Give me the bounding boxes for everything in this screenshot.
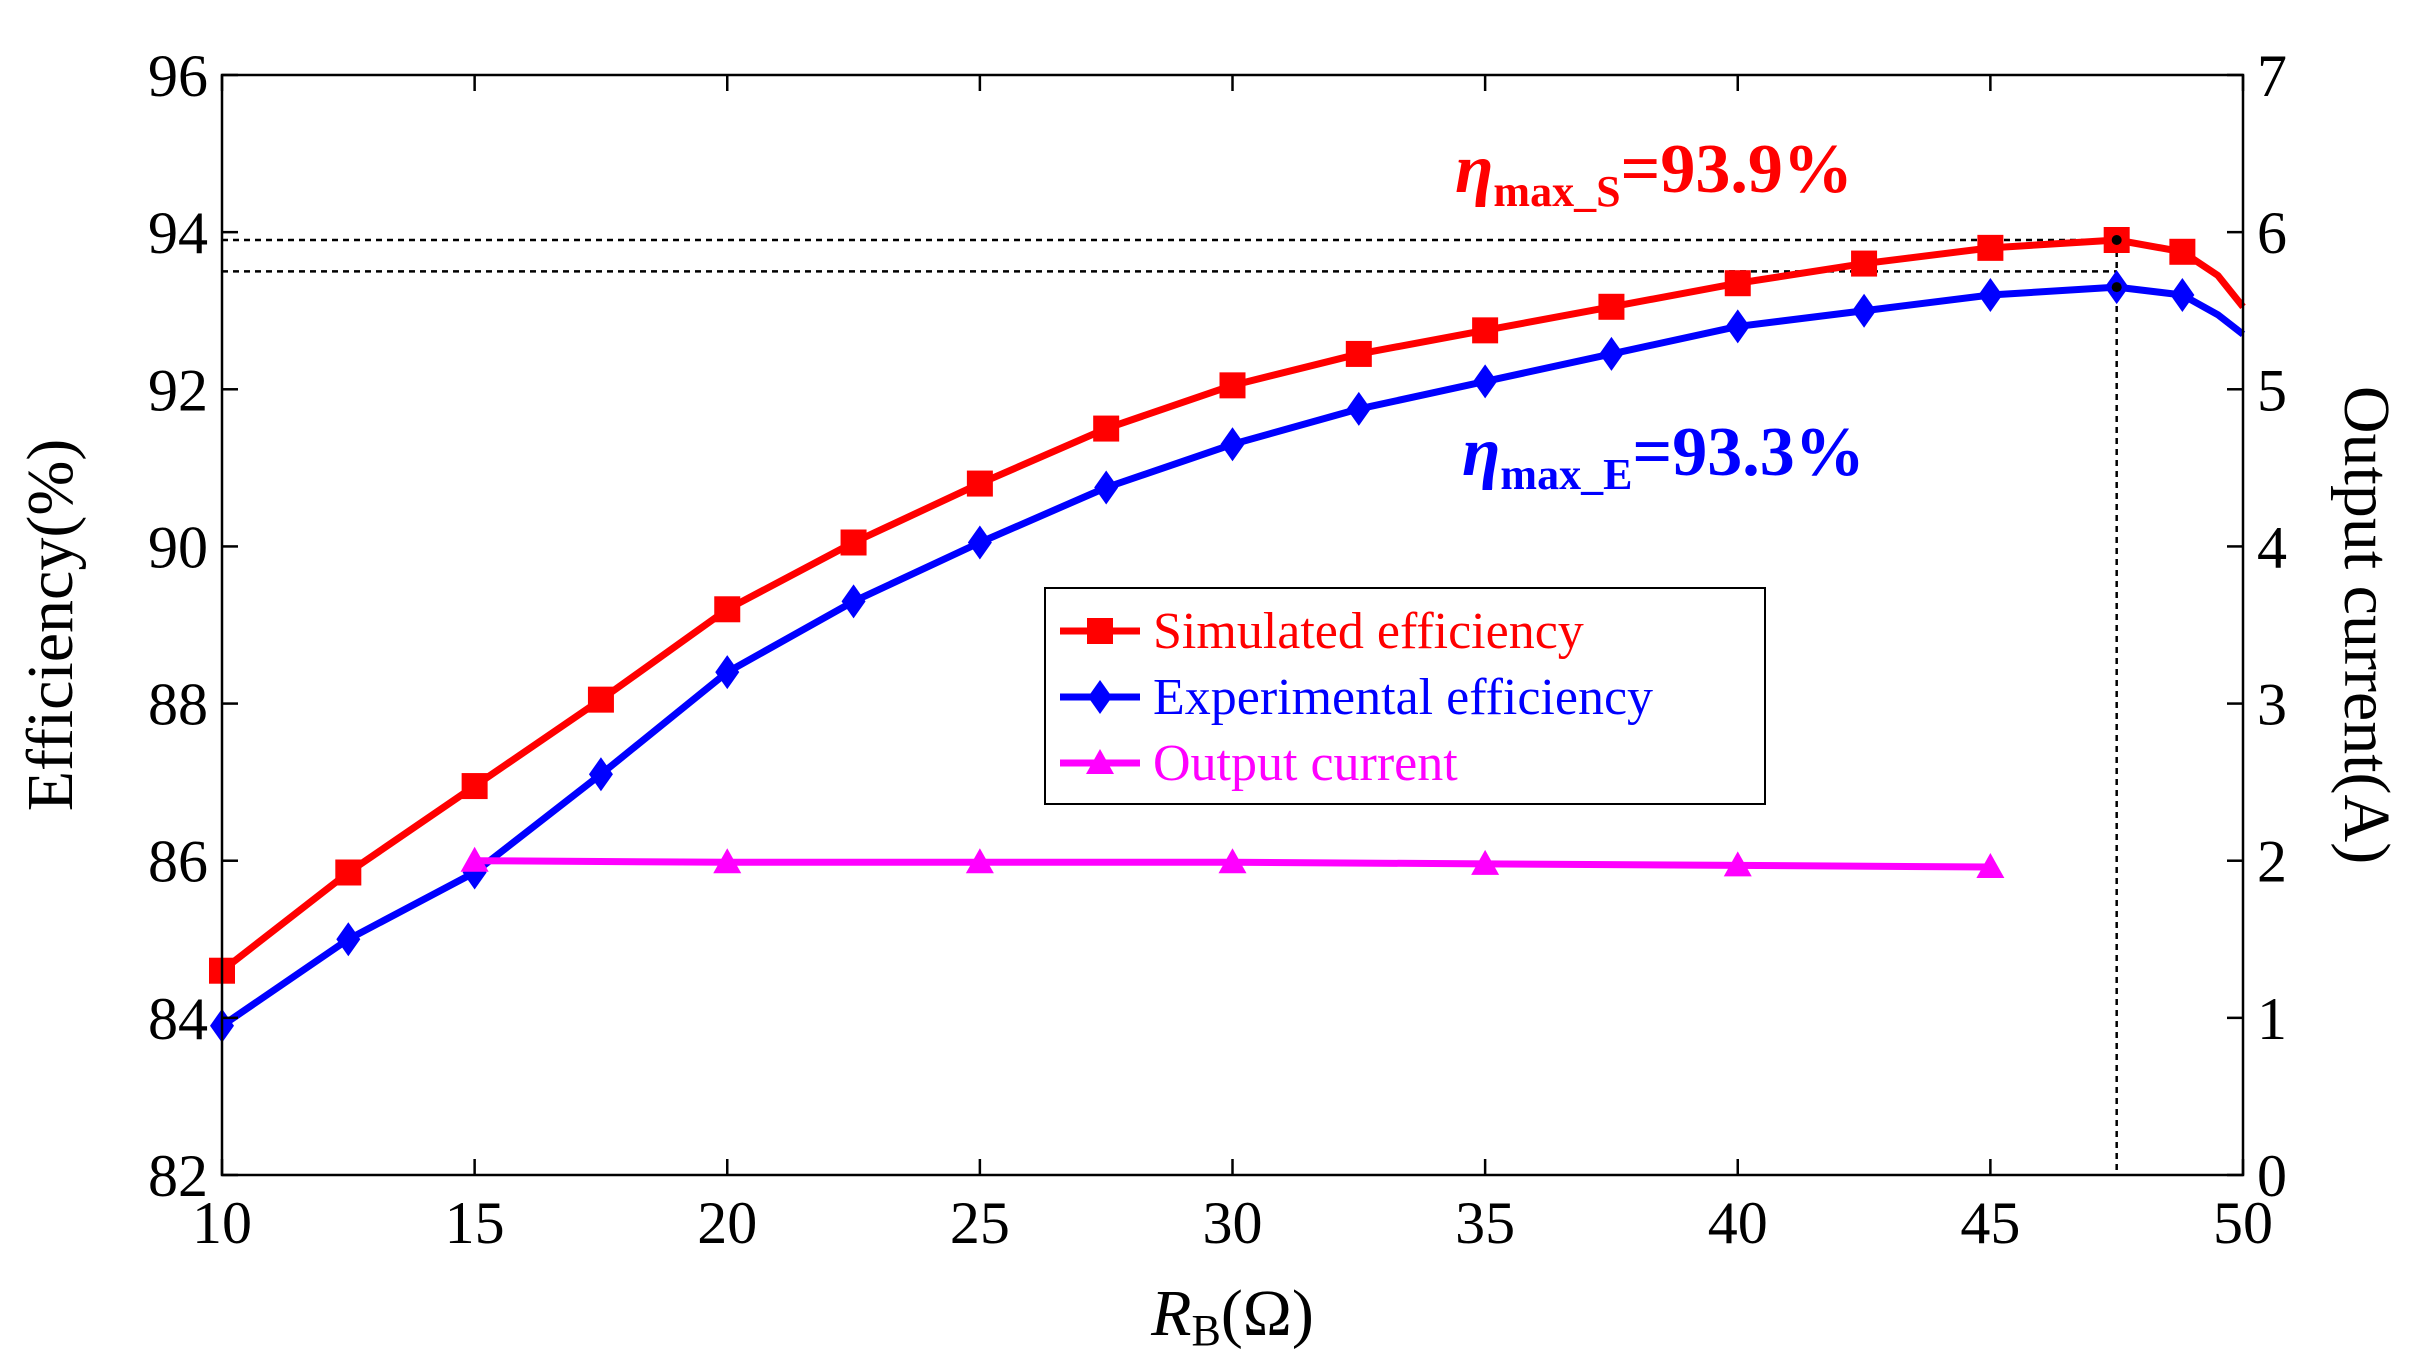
- y-tick-label: 88: [148, 672, 208, 738]
- x-axis-label: RB(Ω): [1150, 1277, 1314, 1355]
- eta-subscript: max_E: [1500, 450, 1632, 499]
- data-point: [967, 525, 992, 560]
- data-point: [1472, 317, 1499, 344]
- legend-item: Simulated efficiency: [1060, 603, 1584, 660]
- data-point: [840, 529, 867, 556]
- data-point: [1978, 278, 2003, 312]
- data-point: [1346, 391, 1371, 426]
- data-point: [336, 922, 361, 957]
- legend-swatch-marker: [1086, 749, 1114, 774]
- legend-item: Experimental efficiency: [1060, 669, 1653, 726]
- eta-max-s-annotation: ηmax_S=93.9%: [1455, 131, 1853, 216]
- data-point: [1976, 853, 2005, 878]
- axis-ticks: 10 15 20 25 30 35 40 45 508284868890929496012345…: [148, 43, 2287, 1256]
- y-tick-label: 94: [148, 200, 208, 266]
- data-point: [2169, 238, 2196, 265]
- y2-tick-label: 6: [2257, 200, 2287, 266]
- x-tick-label: 45: [1960, 1190, 2020, 1256]
- y-tick-label: 90: [148, 514, 208, 580]
- y-tick-label: 82: [148, 1143, 208, 1209]
- data-point: [1724, 270, 1751, 297]
- series-layer: [209, 227, 2246, 1043]
- y2-tick-label: 4: [2257, 514, 2287, 580]
- y2-tick-label: 2: [2257, 829, 2287, 895]
- y-tick-label: 96: [148, 43, 208, 109]
- data-point: [1094, 470, 1119, 505]
- x-tick-label: 40: [1708, 1190, 1768, 1256]
- data-point: [1598, 293, 1625, 320]
- peak-point-experimental: [2111, 282, 2122, 293]
- x-tick-label: 15: [445, 1190, 505, 1256]
- legend-label: Output current: [1153, 735, 1458, 792]
- peak-point-simulated: [2111, 235, 2122, 245]
- legend-swatch-marker: [1087, 618, 1113, 644]
- eta-subscript: max_S: [1493, 167, 1620, 216]
- y-tick-label: 84: [148, 986, 208, 1052]
- data-point: [2170, 278, 2195, 312]
- y2-tick-label: 3: [2257, 672, 2287, 738]
- data-point: [1219, 372, 1246, 399]
- data-point: [1471, 849, 1500, 875]
- x-axis-label-unit: (Ω): [1221, 1277, 1314, 1350]
- y2-tick-label: 1: [2257, 986, 2287, 1052]
- data-point: [587, 686, 614, 713]
- data-point: [715, 655, 740, 690]
- x-tick-label: 30: [1203, 1190, 1263, 1256]
- data-point: [1725, 309, 1750, 344]
- legend-swatch-marker: [1088, 680, 1112, 714]
- y-tick-label: 86: [148, 829, 208, 895]
- x-tick-label: 50: [2213, 1190, 2273, 1256]
- y-axis-label: Efficiency(%): [14, 439, 87, 812]
- data-point: [461, 773, 488, 800]
- y2-tick-label: 7: [2257, 43, 2287, 109]
- y2-tick-label: 0: [2257, 1143, 2287, 1209]
- data-point: [1473, 364, 1498, 399]
- data-point: [965, 848, 994, 874]
- eta-symbol: η: [1462, 414, 1500, 491]
- x-tick-label: 25: [950, 1190, 1010, 1256]
- y2-tick-label: 5: [2257, 357, 2287, 423]
- x-tick-label: 20: [697, 1190, 757, 1256]
- data-point: [1218, 848, 1247, 874]
- data-point: [1852, 293, 1877, 328]
- eta-symbol: η: [1455, 131, 1493, 208]
- data-point: [460, 846, 489, 872]
- legend: Simulated efficiency Experimental efficie…: [1044, 587, 1766, 805]
- data-point: [713, 848, 742, 874]
- data-point: [1723, 851, 1752, 877]
- y-tick-label: 92: [148, 357, 208, 423]
- legend-box: [1044, 587, 1766, 805]
- x-axis-label-sub: B: [1191, 1306, 1220, 1355]
- legend-label: Experimental efficiency: [1153, 669, 1653, 726]
- data-point: [1599, 336, 1624, 371]
- eta-value: =93.9%: [1621, 131, 1853, 208]
- data-point: [335, 859, 362, 886]
- data-point: [966, 470, 993, 497]
- eta-value: =93.3%: [1632, 414, 1864, 491]
- series-simulated-efficiency: [209, 227, 2246, 984]
- data-point: [1345, 340, 1372, 367]
- data-point: [1093, 415, 1120, 442]
- legend-item: Output current: [1060, 735, 1458, 792]
- data-point: [1977, 234, 2004, 261]
- x-axis-label-main: R: [1150, 1277, 1191, 1350]
- x-tick-label: 35: [1455, 1190, 1515, 1256]
- data-point: [1851, 250, 1878, 277]
- x-tick-label: 10: [192, 1190, 252, 1256]
- data-point: [1220, 427, 1245, 462]
- legend-label: Simulated efficiency: [1153, 603, 1584, 660]
- data-point: [714, 596, 741, 623]
- eta-max-e-annotation: ηmax_E=93.3%: [1462, 414, 1865, 499]
- series-output-current: [460, 846, 2005, 878]
- data-point: [588, 757, 613, 792]
- data-point: [841, 584, 866, 619]
- y2-axis-label: Output current(A): [2330, 386, 2403, 864]
